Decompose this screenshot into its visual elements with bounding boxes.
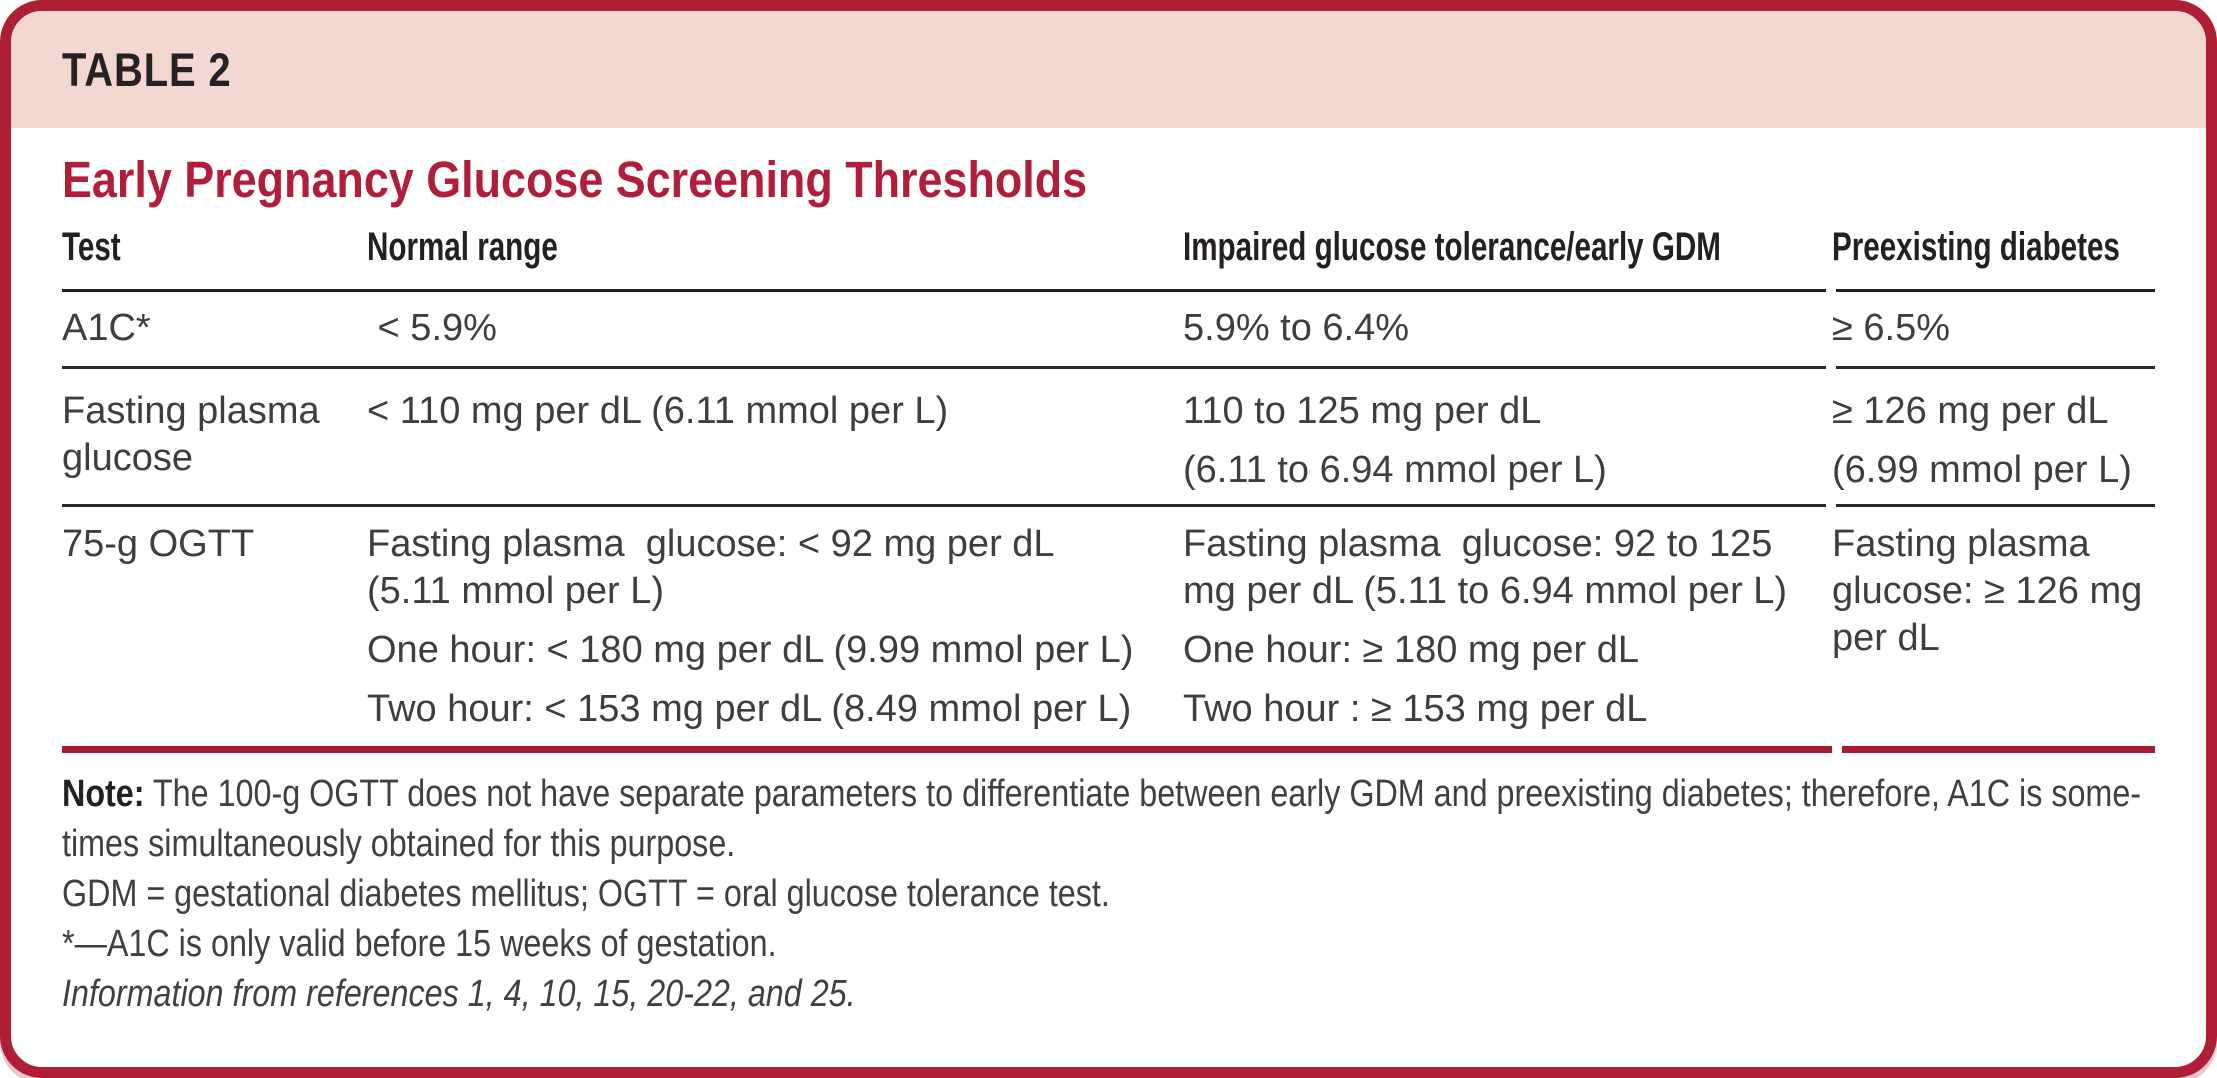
cell-line: Fasting plasma [1832,523,2090,565]
cell-line: Fasting plasma [62,390,320,432]
cell-normal: Fasting plasma glucose: < 92 mg per dL (… [367,507,1183,746]
cell-line: Two hour : ≥ 153 mg per dL [1183,688,1648,730]
cell-impaired: 110 to 125 mg per dL (6.11 to 6.94 mmol … [1183,369,1832,507]
header-normal-range: Normal range [367,208,1183,292]
table-footnotes: Note: The 100-g OGTT does not have separ… [62,769,2155,1019]
header-test: Test [62,208,367,292]
table-content: Early Pregnancy Glucose Screening Thresh… [11,152,2206,1019]
cell-test: 75-g OGTT [62,507,367,746]
rule-notch [1832,746,1842,753]
source-note: Information from references 1, 4, 10, 15… [62,973,856,1015]
table-number-band: TABLE 2 [11,11,2206,128]
note-line-1: Note: The 100-g OGTT does not have separ… [62,769,2141,819]
table-number-label: TABLE 2 [62,43,232,96]
table-bottom-rule [62,746,2155,753]
note-text: The 100-g OGTT does not have separate pa… [144,773,2142,815]
abbreviations-note: GDM = gestational diabetes mellitus; OGT… [62,873,1110,915]
cell-line: mg per dL (5.11 to 6.94 mmol per L) [1183,570,1788,612]
cell-normal: < 110 mg per dL (6.11 mmol per L) [367,369,1183,507]
table-row-75g-ogtt: 75-g OGTT Fasting plasma glucose: < 92 m… [62,507,2155,746]
cell-test: A1C* [62,292,367,369]
cell-line: (6.99 mmol per L) [1832,449,2132,491]
cell-impaired: Fasting plasma glucose: 92 to 125 mg per… [1183,507,1832,746]
cell-line: < 5.9% [367,307,497,349]
cell-line: (5.11 mmol per L) [367,570,665,612]
cell-line: Fasting plasma glucose: < 92 mg per dL [367,523,1055,565]
cell-line: ≥ 126 mg per dL [1832,390,2109,432]
cell-normal: < 5.9% [367,292,1183,369]
table-title: Early Pregnancy Glucose Screening Thresh… [62,151,1088,208]
header-test-label: Test [62,225,121,269]
cell-line: per dL [1832,617,1940,659]
cell-line: 75-g OGTT [62,523,255,565]
cell-line: glucose: ≥ 126 mg [1832,570,2143,612]
header-impaired: Impaired glucose tolerance/early GDM [1183,208,1832,292]
cell-line: 110 to 125 mg per dL [1183,390,1542,432]
cell-line: Two hour: < 153 mg per dL (8.49 mmol per… [367,688,1132,730]
table-row-a1c: A1C* < 5.9% 5.9% to 6.4% ≥ 6.5% [62,292,2155,369]
cell-preexisting: ≥ 126 mg per dL (6.99 mmol per L) [1826,369,2155,507]
header-impaired-label: Impaired glucose tolerance/early GDM [1183,225,1721,269]
cell-line: Fasting plasma glucose: 92 to 125 [1183,523,1773,565]
cell-line: < 110 mg per dL (6.11 mmol per L) [367,390,949,432]
header-normal-range-label: Normal range [367,225,558,269]
cell-line: glucose [62,437,193,479]
cell-impaired: 5.9% to 6.4% [1183,292,1832,369]
cell-line: A1C* [62,307,151,349]
header-preexisting: Preexisting diabetes [1826,208,2155,292]
cell-preexisting: ≥ 6.5% [1826,292,2155,369]
note-label: Note: [62,773,145,815]
asterisk-footnote: *—A1C is only valid before 15 weeks of g… [62,923,777,965]
note-line-2: times simultaneously obtained for this p… [62,823,736,865]
table-header-row: Test Normal range Impaired glucose toler… [62,208,2155,292]
cell-preexisting: Fasting plasma glucose: ≥ 126 mg per dL [1832,507,2155,746]
cell-line: (6.11 to 6.94 mmol per L) [1183,449,1607,491]
header-preexisting-label: Preexisting diabetes [1832,225,2120,269]
cell-test: Fasting plasma glucose [62,369,367,507]
cell-line: ≥ 6.5% [1832,307,1951,349]
table-row-fasting-plasma-glucose: Fasting plasma glucose < 110 mg per dL (… [62,369,2155,507]
cell-line: One hour: ≥ 180 mg per dL [1183,629,1640,671]
cell-line: 5.9% to 6.4% [1183,307,1410,349]
cell-line: One hour: < 180 mg per dL (9.99 mmol per… [367,629,1134,671]
